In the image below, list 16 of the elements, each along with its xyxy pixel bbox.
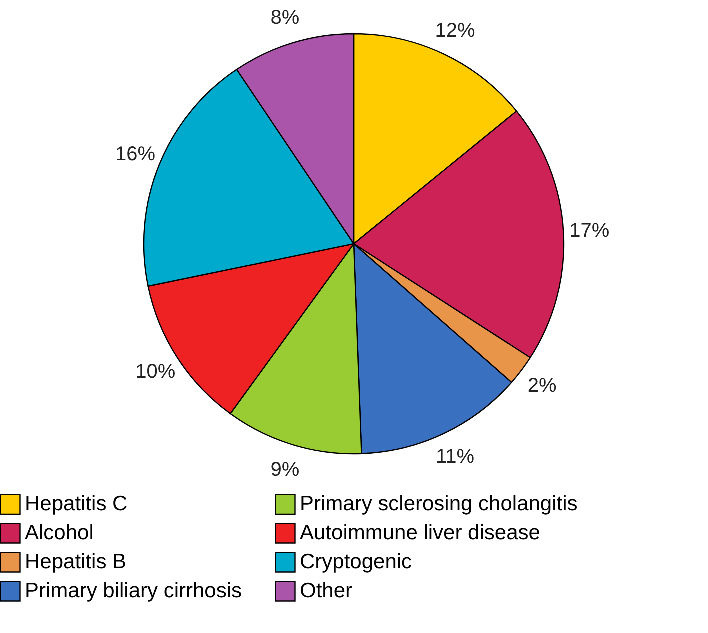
legend-label: Hepatitis B — [25, 550, 127, 574]
data-label: 11% — [436, 446, 475, 468]
legend-label: Primary biliary cirrhosis — [25, 580, 242, 602]
legend-label: Cryptogenic — [300, 550, 412, 574]
data-label: 12% — [435, 20, 476, 42]
legend-label: Hepatitis C — [25, 492, 128, 516]
data-label: 2% — [528, 375, 557, 398]
legend-label: Autoimmune liver disease — [300, 522, 540, 544]
data-label: 17% — [570, 220, 610, 242]
data-label: 8% — [270, 7, 300, 30]
data-label: 9% — [270, 458, 300, 481]
data-label: 10% — [136, 360, 176, 383]
legend-label: Primary sclerosing cholangitis — [300, 492, 578, 516]
data-label: 16% — [116, 144, 156, 166]
legend-label: Other — [300, 580, 353, 602]
legend-label: Alcohol — [25, 522, 94, 544]
